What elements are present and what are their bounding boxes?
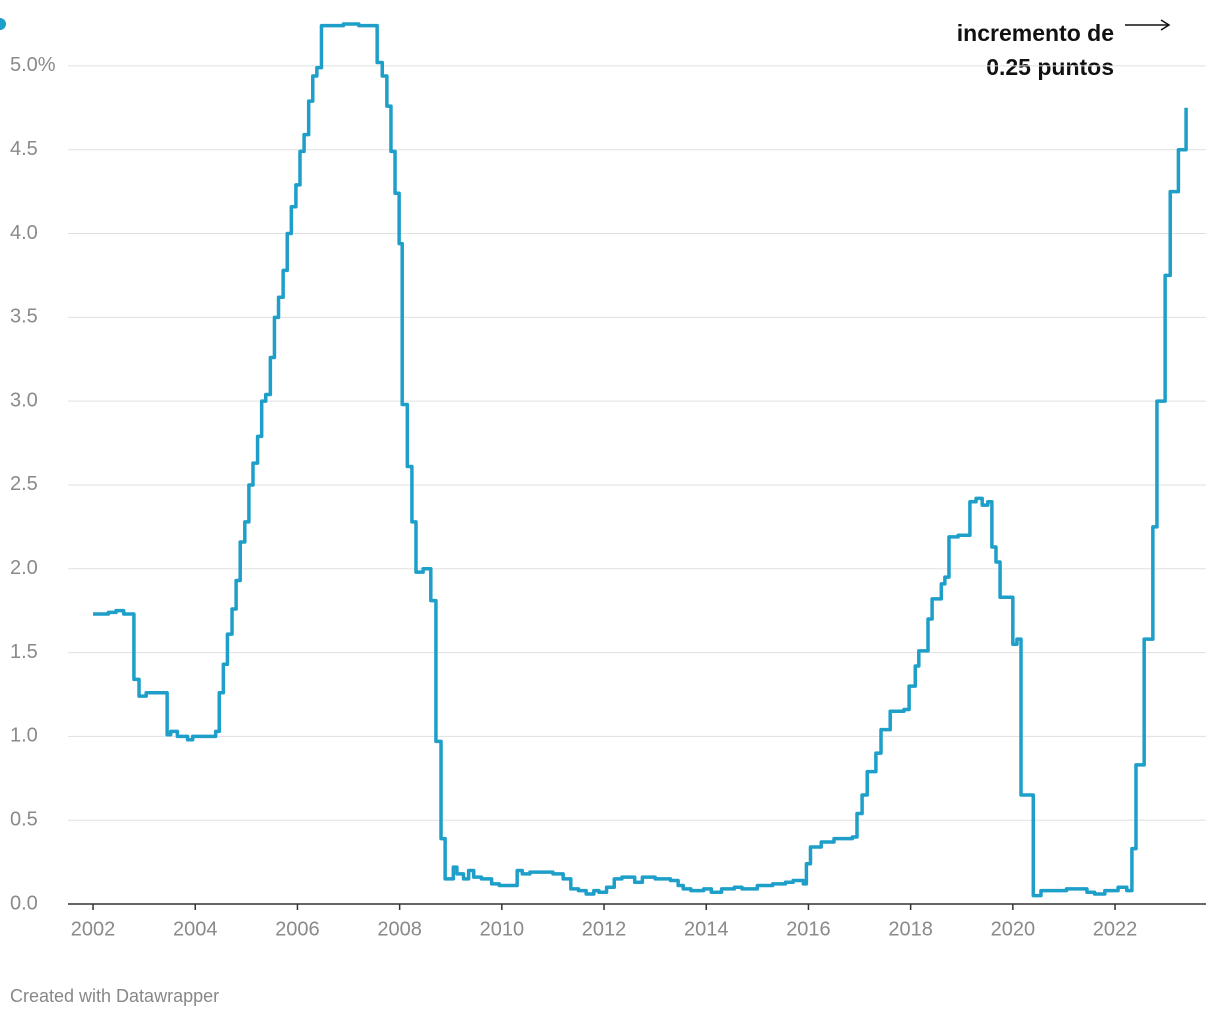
y-tick-label: 3.0: [10, 389, 38, 411]
annotation-arrowhead: [1160, 19, 1171, 31]
x-tick-label: 2020: [991, 918, 1036, 940]
y-tick-label: 2.5: [10, 473, 38, 495]
line: [93, 22, 1188, 898]
y-tick-label: 5.0%: [10, 54, 56, 76]
x-tick-label: 2012: [582, 918, 627, 940]
annotation: 0.25 puntos: [986, 54, 1114, 80]
x-tick-label: 2008: [377, 918, 422, 940]
x-tick-label: 2004: [173, 918, 218, 940]
y-tick-label: 0.5: [10, 808, 38, 830]
footer: Created with Datawrapper: [10, 986, 219, 1006]
y-tick-label: 2.0: [10, 557, 38, 579]
x-tick-label: 2002: [71, 918, 116, 940]
y-tick-label: 4.5: [10, 138, 38, 160]
x-tick-label: 2016: [786, 918, 831, 940]
y-tick-label: 4.0: [10, 222, 38, 244]
y-tick-label: 3.5: [10, 306, 38, 328]
x-tick-label: 2014: [684, 918, 729, 940]
annotation: incremento de: [957, 20, 1114, 46]
y-tick-label: 0.0: [10, 892, 38, 914]
x-tick-label: 2022: [1093, 918, 1138, 940]
y-tick-label: 1.5: [10, 641, 38, 663]
y-tick-label: 1.0: [10, 725, 38, 747]
x-tick-label: 2006: [275, 918, 320, 940]
end-point: [0, 18, 6, 30]
x-tick-label: 2010: [480, 918, 525, 940]
x-tick-label: 2018: [888, 918, 933, 940]
